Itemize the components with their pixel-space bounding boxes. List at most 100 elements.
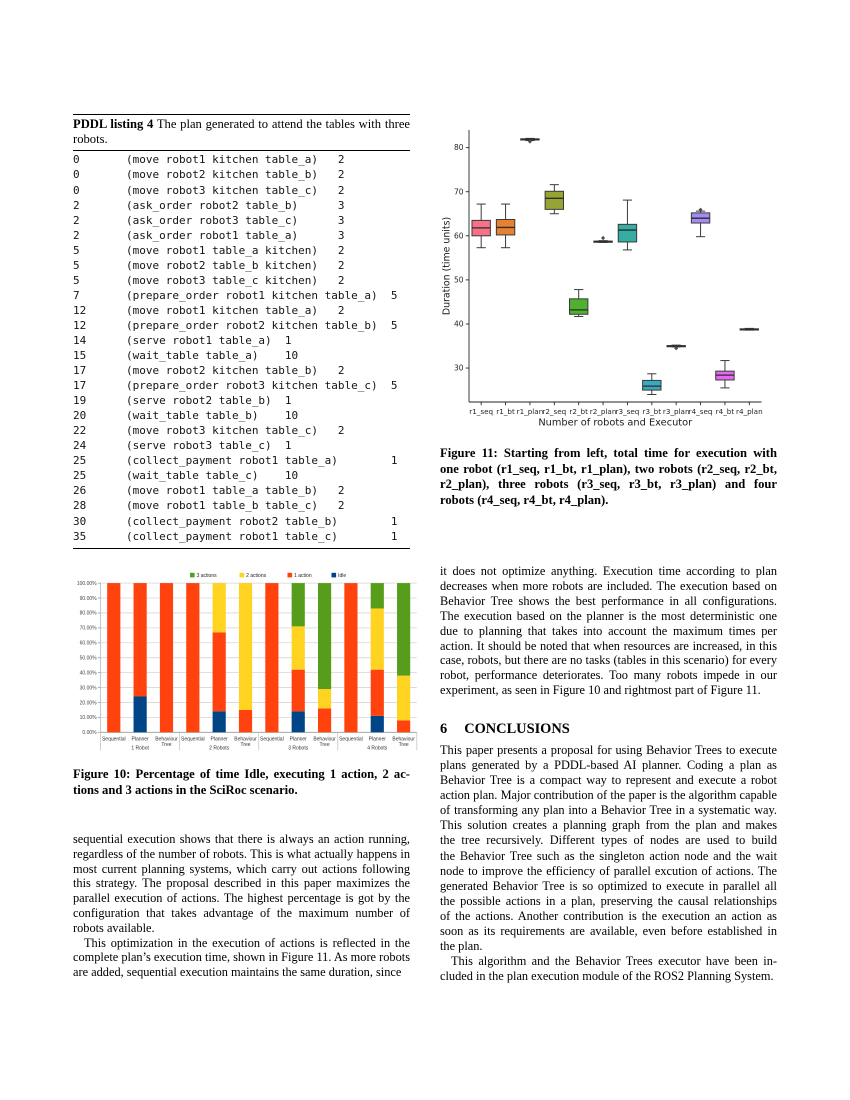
text-line: the tree recursively. Different types of… — [440, 833, 777, 848]
text-line: This algorithm and the Behavior Trees ex… — [451, 954, 777, 969]
y-tick-label: 20.00% — [80, 700, 98, 706]
text-line: This solution creates a planning graph f… — [440, 818, 777, 833]
y-tick-label: 70 — [454, 187, 464, 196]
flier — [674, 346, 679, 351]
text-line: sequential execution shows that there is… — [73, 832, 410, 846]
bar-label: Tree — [161, 742, 171, 748]
listing-bottom-rule — [73, 547, 410, 549]
text-line: this strategy. The proposal described in… — [73, 876, 410, 891]
bar-segment — [133, 583, 147, 697]
box — [568, 298, 589, 315]
bar-label: Behaviour — [392, 736, 415, 742]
y-tick-label: 40 — [454, 320, 464, 329]
text-line: due to planning that takes into account … — [440, 623, 777, 638]
bar-segment — [186, 583, 200, 733]
left-column-text: sequential execution shows that there is… — [73, 832, 410, 980]
section-heading: 6 CONCLUSIONS — [440, 721, 777, 738]
text-line: the plan. — [440, 939, 483, 954]
group-label: 2 Robots — [209, 746, 230, 752]
text-line: node to improve the efficiency of parall… — [440, 863, 777, 878]
bar-label: Behaviour — [313, 736, 336, 742]
x-tick-label: r1_plan — [517, 407, 544, 416]
bar-segment — [370, 583, 384, 609]
legend-swatch — [239, 572, 245, 578]
box — [544, 190, 565, 210]
legend-swatch — [190, 572, 195, 578]
section-title: CONCLUSIONS — [464, 721, 570, 737]
x-tick-label: r1_bt — [496, 407, 515, 416]
bar-label: Planner — [211, 736, 229, 742]
y-tick-label: 0.00% — [82, 730, 97, 736]
right-column-text-top: it does not optimize anything. Execution… — [440, 564, 777, 698]
x-tick-label: r3_plan — [663, 407, 690, 416]
y-tick-label: 60 — [454, 231, 464, 240]
y-tick-label: 70.00% — [80, 626, 98, 632]
y-tick-label: 50 — [454, 275, 464, 284]
legend-label: 2 actions — [246, 573, 267, 579]
text-line: experiment, as seen in Figure 10 and rig… — [440, 683, 761, 698]
text-line: of the actions. Another contribution is … — [440, 908, 777, 923]
right-column-text-bottom: This paper presents a proposal for using… — [440, 743, 777, 984]
text-line: parallel execution of actions. The highe… — [73, 891, 410, 906]
bar-segment — [317, 708, 332, 733]
pddl-listing: PDDL listing 4 The plan generated to att… — [73, 114, 410, 549]
y-axis-label: Duration (time units) — [442, 217, 453, 315]
text-line: case, robots, but there are no tasks (ta… — [440, 653, 777, 668]
bar-segment — [107, 583, 121, 733]
bar-label: Sequential — [181, 736, 205, 742]
text-line: robots available. — [73, 920, 155, 935]
text-line: plans generated by a PDDL-based AI plann… — [440, 758, 777, 773]
group-label: 1 Robot — [131, 746, 149, 752]
bar-segment — [238, 709, 253, 733]
box — [617, 223, 638, 243]
listing-top-rule — [73, 114, 410, 115]
bar-segment — [370, 669, 384, 716]
group-label: 3 Robots — [288, 746, 309, 752]
x-tick-label: r3_bt — [643, 407, 662, 416]
flier — [601, 235, 606, 241]
bar-label: Tree — [320, 742, 330, 748]
bar-label: Sequential — [260, 736, 284, 742]
bar-segment — [238, 583, 253, 710]
text-line: it does not optimize anything. Execution… — [440, 564, 777, 578]
bar-label: Tree — [240, 742, 250, 748]
y-tick-label: 100.00% — [77, 581, 97, 587]
bar-segment — [291, 711, 305, 733]
bar-segment — [344, 583, 358, 733]
section-number: 6 — [440, 721, 448, 737]
listing-caption-text: The plan generated to attend the tables … — [153, 117, 410, 131]
legend-swatch — [331, 572, 337, 578]
bar-label: Sequential — [102, 736, 126, 742]
text-line: robot, performance deteriorates. Too man… — [440, 668, 777, 683]
text-line: Behavior Tree shows the best performance… — [440, 593, 777, 608]
x-tick-label: r2_bt — [569, 407, 588, 416]
text-line: action. It should be noted that when res… — [440, 638, 777, 653]
text-line: robots (r4_seq, r4_bt, r4_plan). — [440, 492, 609, 507]
bar-label: Sequential — [339, 736, 363, 742]
text-line: action plan. Major contribution of the p… — [440, 788, 777, 803]
text-line: configuration that takes advantage of th… — [73, 905, 410, 920]
figure11-caption: Figure 11: Starting from left, total tim… — [440, 446, 777, 508]
figure10-bar-chart: 0.00% 10.00% 20.00% 30.00% 40.00% 50.00% 60.00… — [77, 572, 418, 752]
bar-segment — [317, 583, 332, 690]
y-tick-label: 90.00% — [80, 596, 98, 602]
bar-segment — [291, 626, 305, 670]
bar-segment — [317, 689, 332, 709]
listing-caption: PDDL listing 4 The plan generated to att… — [73, 115, 410, 150]
x-axis-label: Number of robots and Executor — [538, 418, 693, 429]
legend-swatch — [287, 572, 293, 578]
text-line: tions and 3 actions in the SciRoc scenar… — [73, 782, 298, 797]
listing-label: PDDL listing 4 — [73, 117, 154, 131]
x-tick-label: r4_seq — [689, 407, 713, 416]
text-line: most current planning systems, which car… — [73, 861, 410, 876]
figure10-caption: Figure 10: Percentage of time Idle, exec… — [73, 767, 410, 798]
bar-segment — [370, 608, 384, 670]
bar-label: Planner — [132, 736, 150, 742]
text-line: This paper presents a proposal for using… — [440, 743, 777, 757]
text-line: are added, sequential execution maintain… — [73, 965, 402, 980]
x-tick-label: r3_seq — [616, 407, 640, 416]
bar-segment — [397, 583, 411, 676]
bar-segment — [212, 711, 226, 733]
y-tick-label: 10.00% — [80, 715, 98, 721]
